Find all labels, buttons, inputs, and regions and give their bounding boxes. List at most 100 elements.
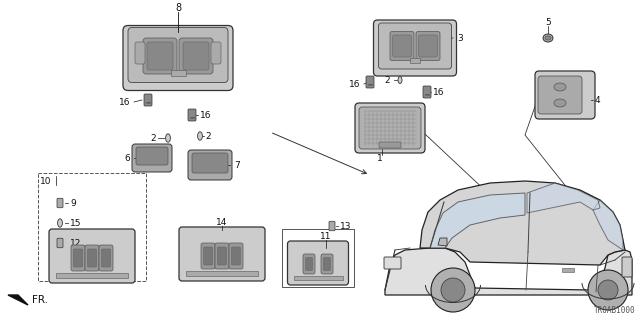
FancyBboxPatch shape — [57, 198, 63, 208]
FancyBboxPatch shape — [287, 241, 349, 285]
FancyBboxPatch shape — [329, 221, 335, 231]
Text: 8: 8 — [175, 3, 181, 13]
FancyBboxPatch shape — [366, 76, 374, 88]
FancyBboxPatch shape — [215, 243, 229, 269]
FancyBboxPatch shape — [538, 76, 582, 114]
Polygon shape — [430, 193, 525, 248]
Bar — [170, 70, 186, 76]
FancyBboxPatch shape — [74, 249, 83, 267]
FancyBboxPatch shape — [303, 254, 315, 274]
Text: 7: 7 — [234, 161, 240, 170]
FancyBboxPatch shape — [192, 153, 228, 173]
FancyBboxPatch shape — [211, 42, 221, 64]
Text: 9: 9 — [70, 198, 76, 207]
Ellipse shape — [554, 99, 566, 107]
Polygon shape — [527, 183, 600, 213]
Text: 12: 12 — [70, 238, 81, 247]
Text: 5: 5 — [545, 18, 551, 27]
FancyBboxPatch shape — [232, 247, 241, 265]
FancyBboxPatch shape — [102, 249, 111, 267]
FancyBboxPatch shape — [359, 107, 421, 149]
Bar — [56, 273, 128, 277]
Text: 3: 3 — [457, 34, 463, 43]
FancyBboxPatch shape — [201, 243, 215, 269]
Text: 16: 16 — [349, 79, 360, 89]
FancyBboxPatch shape — [384, 257, 401, 269]
Text: 2: 2 — [205, 132, 211, 140]
FancyBboxPatch shape — [143, 38, 177, 74]
FancyBboxPatch shape — [85, 245, 99, 271]
Text: 13: 13 — [340, 221, 351, 230]
Ellipse shape — [543, 34, 553, 42]
Text: 16: 16 — [433, 87, 445, 97]
FancyBboxPatch shape — [535, 71, 595, 119]
Text: 6: 6 — [124, 154, 130, 163]
Ellipse shape — [398, 76, 402, 84]
FancyBboxPatch shape — [123, 26, 233, 91]
FancyBboxPatch shape — [622, 257, 632, 277]
Text: 14: 14 — [216, 218, 228, 227]
FancyBboxPatch shape — [305, 258, 312, 270]
FancyBboxPatch shape — [136, 147, 168, 165]
FancyBboxPatch shape — [392, 35, 412, 57]
Circle shape — [598, 280, 618, 300]
Bar — [186, 270, 258, 276]
Bar — [282, 229, 354, 287]
FancyBboxPatch shape — [88, 249, 97, 267]
Text: 16: 16 — [118, 98, 130, 107]
Text: 11: 11 — [320, 231, 332, 241]
FancyBboxPatch shape — [188, 109, 196, 121]
Ellipse shape — [58, 219, 63, 227]
FancyBboxPatch shape — [188, 150, 232, 180]
Polygon shape — [8, 295, 28, 305]
Text: 2: 2 — [150, 133, 156, 142]
Circle shape — [441, 278, 465, 302]
FancyBboxPatch shape — [378, 23, 451, 69]
Circle shape — [431, 268, 475, 312]
Text: 4: 4 — [595, 95, 600, 105]
Circle shape — [588, 270, 628, 310]
Polygon shape — [420, 181, 625, 265]
FancyBboxPatch shape — [99, 245, 113, 271]
Text: 2: 2 — [385, 76, 390, 84]
FancyBboxPatch shape — [390, 31, 414, 60]
Text: TR0AB1000: TR0AB1000 — [593, 306, 635, 315]
FancyBboxPatch shape — [229, 243, 243, 269]
FancyBboxPatch shape — [179, 227, 265, 281]
FancyBboxPatch shape — [416, 31, 440, 60]
Text: 16: 16 — [200, 110, 211, 119]
Ellipse shape — [545, 36, 551, 40]
Bar — [38, 173, 146, 281]
FancyBboxPatch shape — [132, 144, 172, 172]
FancyBboxPatch shape — [218, 247, 227, 265]
FancyBboxPatch shape — [57, 238, 63, 248]
Bar — [410, 58, 420, 62]
FancyBboxPatch shape — [355, 103, 425, 153]
Ellipse shape — [166, 134, 170, 142]
FancyBboxPatch shape — [128, 28, 228, 83]
FancyBboxPatch shape — [71, 245, 85, 271]
Polygon shape — [438, 238, 447, 246]
Text: 10: 10 — [40, 177, 51, 186]
FancyBboxPatch shape — [204, 247, 212, 265]
FancyBboxPatch shape — [379, 142, 401, 148]
Polygon shape — [385, 248, 632, 295]
Text: 15: 15 — [70, 219, 81, 228]
Ellipse shape — [554, 83, 566, 91]
FancyBboxPatch shape — [419, 35, 438, 57]
FancyBboxPatch shape — [144, 94, 152, 106]
FancyBboxPatch shape — [423, 86, 431, 98]
Text: FR.: FR. — [32, 295, 48, 305]
Bar — [294, 276, 342, 280]
FancyBboxPatch shape — [179, 38, 213, 74]
Text: 1: 1 — [377, 154, 383, 163]
FancyBboxPatch shape — [135, 42, 145, 64]
FancyBboxPatch shape — [49, 229, 135, 283]
FancyBboxPatch shape — [321, 254, 333, 274]
FancyBboxPatch shape — [147, 42, 173, 70]
Bar — [562, 268, 574, 272]
Polygon shape — [593, 200, 623, 250]
Ellipse shape — [198, 132, 202, 140]
FancyBboxPatch shape — [374, 20, 456, 76]
FancyBboxPatch shape — [323, 258, 330, 270]
